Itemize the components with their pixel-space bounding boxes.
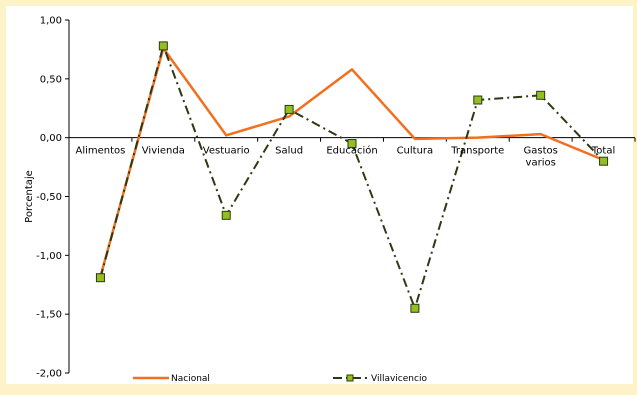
x-category-label: Educación [326,145,377,157]
x-category-label: Total [591,146,615,157]
y-tick-label: -1,00 [36,251,62,262]
x-category-label: varios [526,158,556,169]
legend: Nacional Villavicencio [133,374,427,384]
x-category-label: Transporte [450,146,504,157]
data-point-marker [536,90,546,100]
legend-marker [346,374,354,382]
y-axis-title: Porcentaje [24,170,35,223]
x-category-label: Cultura [397,146,434,157]
y-tick-label: -2,00 [36,369,62,380]
y-tick-label: -0,50 [36,192,62,203]
y-tick-label: -1,50 [36,310,62,321]
series-line-nacional [99,46,605,277]
data-point-marker [158,41,168,51]
plot-area [6,6,633,384]
axes [65,19,636,374]
data-point-marker [473,95,483,105]
data-point-marker [95,273,105,283]
y-tick-label: 0,50 [40,74,62,85]
data-point-marker [347,139,357,149]
x-category-label: Vestuario [203,146,250,157]
x-category-label: Alimentos [75,146,125,157]
data-point-marker [599,156,609,166]
y-tick-label: 1,00 [40,16,62,27]
data-point-marker [284,104,294,114]
legend-label-villavicencio: Villavicencio [371,374,427,384]
legend-label-nacional: Nacional [171,374,210,384]
x-category-label: Gastos [523,146,557,157]
series-layer [95,41,609,313]
data-point-marker [221,210,231,220]
x-category-label: Salud [275,146,303,157]
y-tick-label: 0,00 [40,133,62,144]
data-point-marker [410,303,420,313]
labels-layer: 1,00 0,50 0,00 -0,50 -1,00 -1,50 -2,00 Alimento… [24,16,615,380]
x-category-label: Vivienda [142,146,185,157]
